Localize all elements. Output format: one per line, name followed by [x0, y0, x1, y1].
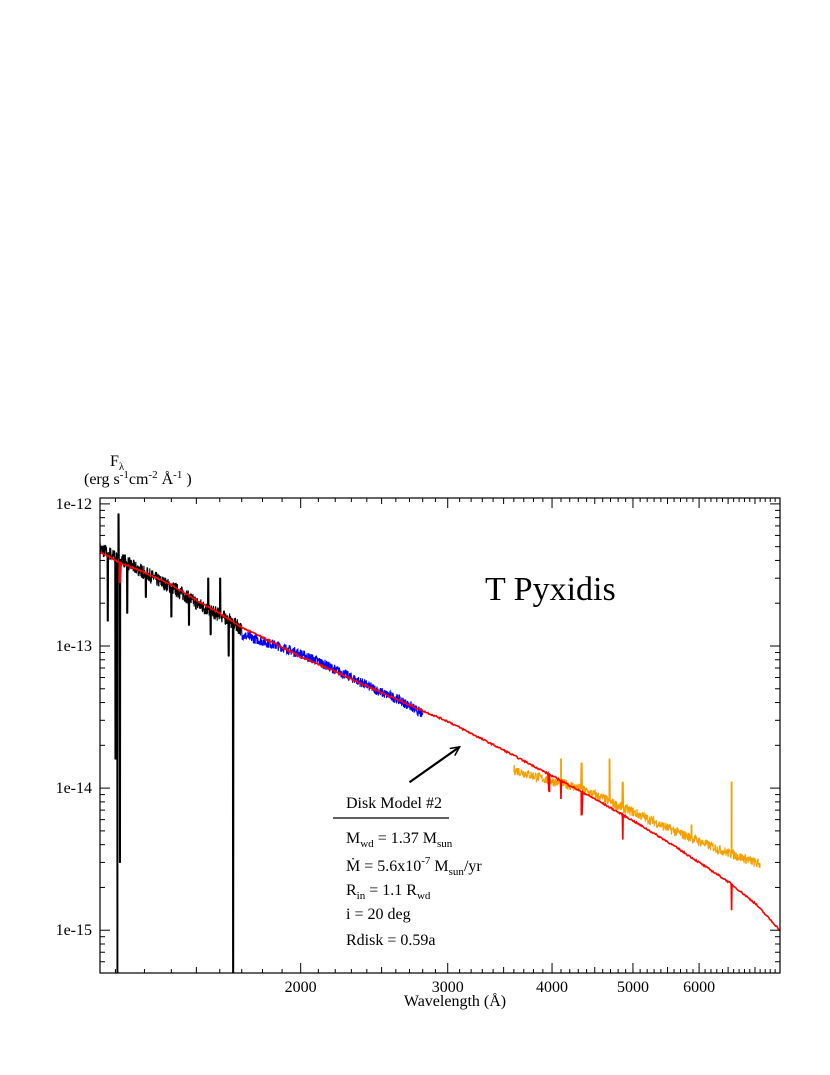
x-tick-label: 5000	[617, 979, 649, 996]
model-annotation: Disk Model #2 Mwd = 1.37 Msun Ṁ = 5.6x10-7…	[333, 745, 482, 949]
chart-title: T Pyxidis	[485, 571, 616, 608]
y-tick-label: 1e-12	[56, 496, 92, 513]
annotation-arrowhead	[449, 745, 462, 756]
y-axis-label-units: (erg s-1cm-2 Å-1 )	[84, 469, 192, 488]
y-tick-label: 1e-13	[56, 638, 92, 655]
series-layer	[99, 513, 781, 974]
series-line-4	[99, 551, 781, 931]
x-tick-label: 4000	[536, 979, 568, 996]
tick-layer: 1e-12 1e-13 1e-14 1e-15 2000 3000 4000 5000 6000	[56, 496, 781, 996]
series-line-2	[241, 630, 424, 718]
model-param-line: Rdisk = 0.59a	[346, 932, 435, 949]
x-axis-label: Wavelength (Å)	[404, 992, 506, 1010]
y-tick-label: 1e-15	[56, 922, 92, 939]
annotation-arrow	[408, 745, 461, 784]
y-tick-label: 1e-14	[56, 780, 92, 797]
model-param-line: Ṁ = 5.6x10-7 Msun/yr	[346, 855, 482, 878]
model-param-line: Rin = 1.1 Rwd	[346, 882, 431, 902]
plot-frame	[99, 497, 781, 974]
x-tick-label: 2000	[285, 979, 317, 996]
series-line-3	[513, 758, 761, 868]
model-title: Disk Model #2	[346, 795, 442, 812]
x-tick-label: 6000	[683, 979, 715, 996]
model-param-line: i = 20 deg	[346, 906, 411, 923]
series-line-1	[99, 513, 243, 974]
y-axis-label-line1: Fλ	[110, 453, 125, 473]
model-param-line: Mwd = 1.37 Msun	[346, 830, 453, 850]
y-axis-label: Fλ (erg s-1cm-2 Å-1 )	[84, 453, 192, 488]
x-tick-label: 3000	[432, 979, 464, 996]
